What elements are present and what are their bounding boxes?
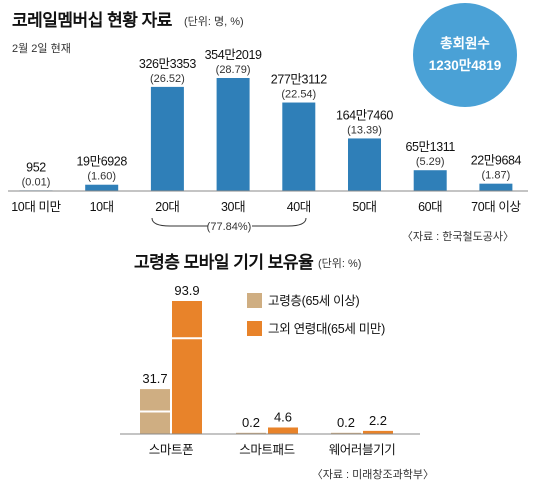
chart1-bar	[282, 102, 316, 191]
chart1-labels: (0.01) 952 10대 미만 (1.60) 19만6928 10대 (26.52) 32…	[11, 48, 522, 214]
chart1-value-label: 164만7460	[336, 108, 393, 122]
chart2-unit-note: (단위: %)	[318, 257, 361, 270]
chart1-category-label: 30대	[221, 200, 245, 214]
chart2-category-label: 웨어러블기기	[329, 443, 396, 457]
chart2-category-label: 스마트패드	[239, 443, 295, 457]
chart1-value-label: 19만6928	[76, 155, 127, 169]
chart2-value-label: 93.9	[174, 283, 199, 298]
chart1-value-label: 354만2019	[205, 48, 262, 62]
total-members-circle	[413, 3, 517, 107]
chart2-bars	[140, 301, 393, 434]
chart1-bar	[413, 170, 447, 191]
chart1-percent-label: (1.87)	[482, 170, 511, 182]
chart1-title: 코레일멤버십 현황 자료	[12, 11, 173, 30]
chart1-category-label: 40대	[287, 200, 311, 214]
legend-label-senior: 고령층(65세 이상)	[268, 294, 360, 308]
legend-swatch-others	[247, 321, 262, 336]
chart1-bar	[216, 78, 250, 191]
chart1-category-label: 10대 미만	[11, 200, 61, 214]
chart1-unit-note: (단위: 명, %)	[184, 15, 244, 28]
total-members-badge: 총회원수 1230만4819	[413, 3, 517, 107]
chart1-value-label: 326만3353	[139, 57, 196, 71]
chart1-category-label: 10대	[90, 200, 114, 214]
chart2-value-label: 4.6	[274, 409, 292, 424]
legend-label-others: 그외 연령대(65세 미만)	[268, 322, 385, 336]
chart1-percent-label: (26.52)	[150, 73, 185, 85]
chart2-bar	[236, 432, 266, 434]
chart1-date-note: 2월 2일 현재	[12, 41, 71, 55]
chart1-percent-label: (28.79)	[216, 64, 251, 76]
chart2-value-label: 0.2	[337, 415, 355, 430]
total-members-value: 1230만4819	[429, 58, 502, 73]
chart1-category-label: 20대	[155, 200, 179, 214]
chart1-percent-label: (5.29)	[416, 156, 445, 168]
chart1-value-label: 22만9684	[471, 154, 522, 168]
chart1-category-label: 60대	[418, 200, 442, 214]
chart2-legend: 고령층(65세 이상) 그외 연령대(65세 미만)	[247, 293, 385, 336]
chart1-percent-label: (1.60)	[87, 171, 116, 183]
chart1-bar	[150, 86, 184, 191]
chart1-bar	[479, 183, 513, 191]
chart2-source: 〈자료 : 미래창조과학부〉	[312, 468, 434, 481]
chart1-bar	[348, 138, 381, 191]
chart1-bracket-label: (77.84%)	[207, 221, 252, 233]
chart1-percent-label: (13.39)	[347, 124, 382, 136]
chart2-labels: 31.7 93.9 스마트폰 0.2 4.6 스마트패드 0.2 2.2 웨어러블기기	[142, 283, 395, 457]
chart1-percent-label: (22.54)	[281, 89, 316, 101]
chart2-category-label: 스마트폰	[149, 443, 193, 457]
chart2-value-label: 31.7	[142, 371, 167, 386]
chart2-title: 고령층 모바일 기기 보유율	[134, 252, 314, 272]
chart1-value-label: 65만1311	[405, 140, 455, 154]
chart1-category-label: 50대	[352, 200, 376, 214]
chart2-bar	[268, 427, 298, 434]
chart1-source: 〈자료 : 한국철도공사〉	[402, 230, 514, 243]
legend-swatch-senior	[247, 293, 262, 308]
chart2-value-label: 2.2	[369, 413, 387, 428]
chart1-bar	[85, 184, 119, 191]
chart1-value-label: 952	[26, 160, 46, 174]
chart2-bar	[331, 432, 361, 434]
chart2-bar	[172, 301, 202, 434]
chart1-bars	[19, 78, 513, 191]
chart1-percent-label: (0.01)	[22, 176, 51, 188]
chart1-value-label: 277만3112	[271, 73, 327, 87]
total-members-label: 총회원수	[440, 36, 490, 51]
chart2-bar	[363, 430, 393, 434]
chart1-category-label: 70대 이상	[471, 200, 521, 214]
chart2-value-label: 0.2	[242, 415, 260, 430]
chart1-bracket: (77.84%)	[151, 217, 307, 233]
